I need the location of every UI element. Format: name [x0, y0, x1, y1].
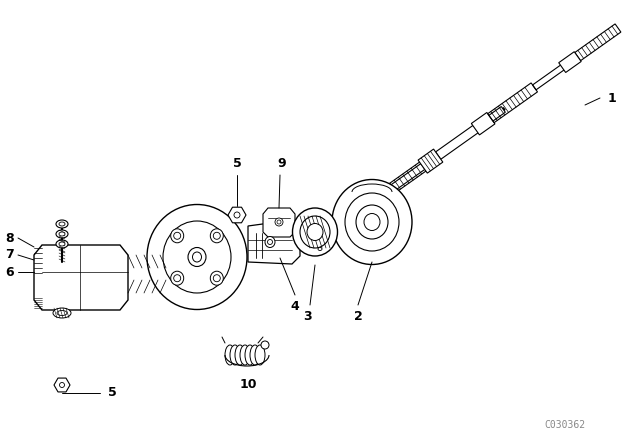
- Polygon shape: [54, 378, 70, 392]
- Text: 9: 9: [278, 157, 286, 170]
- Polygon shape: [418, 149, 443, 173]
- Ellipse shape: [59, 242, 65, 246]
- Ellipse shape: [193, 252, 202, 262]
- Ellipse shape: [57, 310, 67, 315]
- Ellipse shape: [307, 224, 323, 241]
- Ellipse shape: [265, 237, 275, 247]
- Ellipse shape: [173, 232, 180, 239]
- Ellipse shape: [332, 180, 412, 264]
- Text: 4: 4: [291, 300, 300, 313]
- Ellipse shape: [234, 212, 240, 218]
- Ellipse shape: [171, 271, 184, 285]
- Ellipse shape: [356, 205, 388, 239]
- Text: 8: 8: [5, 232, 14, 245]
- Ellipse shape: [59, 232, 65, 236]
- Ellipse shape: [250, 345, 260, 365]
- Ellipse shape: [171, 229, 184, 243]
- Polygon shape: [306, 107, 506, 251]
- Ellipse shape: [213, 275, 220, 282]
- Text: 5: 5: [108, 387, 116, 400]
- Ellipse shape: [230, 345, 240, 365]
- Ellipse shape: [235, 345, 245, 365]
- Ellipse shape: [225, 345, 235, 365]
- Polygon shape: [34, 245, 128, 310]
- Ellipse shape: [59, 222, 65, 226]
- Ellipse shape: [245, 345, 255, 365]
- Ellipse shape: [211, 271, 223, 285]
- Ellipse shape: [292, 208, 337, 256]
- Ellipse shape: [60, 383, 65, 388]
- Ellipse shape: [211, 229, 223, 243]
- Ellipse shape: [277, 220, 281, 224]
- Ellipse shape: [275, 218, 283, 226]
- Text: 6: 6: [5, 266, 14, 279]
- Ellipse shape: [56, 230, 68, 238]
- Ellipse shape: [255, 345, 265, 365]
- Polygon shape: [263, 208, 295, 237]
- Ellipse shape: [240, 345, 250, 365]
- Ellipse shape: [188, 247, 206, 267]
- Polygon shape: [575, 24, 621, 60]
- Polygon shape: [471, 112, 495, 135]
- Text: 7: 7: [5, 249, 14, 262]
- Polygon shape: [436, 123, 481, 159]
- Text: 5: 5: [232, 157, 241, 170]
- Ellipse shape: [318, 247, 322, 250]
- Ellipse shape: [147, 204, 247, 310]
- Ellipse shape: [345, 193, 399, 251]
- Text: 1: 1: [608, 91, 617, 104]
- Polygon shape: [228, 207, 246, 223]
- Ellipse shape: [300, 216, 330, 248]
- Ellipse shape: [173, 275, 180, 282]
- Ellipse shape: [213, 232, 220, 239]
- Ellipse shape: [56, 240, 68, 248]
- Polygon shape: [248, 220, 300, 264]
- Polygon shape: [559, 52, 581, 73]
- Polygon shape: [532, 63, 567, 90]
- Ellipse shape: [56, 220, 68, 228]
- Ellipse shape: [53, 308, 71, 318]
- Ellipse shape: [268, 240, 273, 245]
- Ellipse shape: [163, 221, 231, 293]
- Text: 10: 10: [239, 378, 257, 391]
- Ellipse shape: [364, 214, 380, 231]
- Ellipse shape: [316, 246, 324, 252]
- Text: 2: 2: [354, 310, 362, 323]
- Ellipse shape: [261, 341, 269, 349]
- Text: 3: 3: [304, 310, 312, 323]
- Text: C030362: C030362: [545, 420, 586, 430]
